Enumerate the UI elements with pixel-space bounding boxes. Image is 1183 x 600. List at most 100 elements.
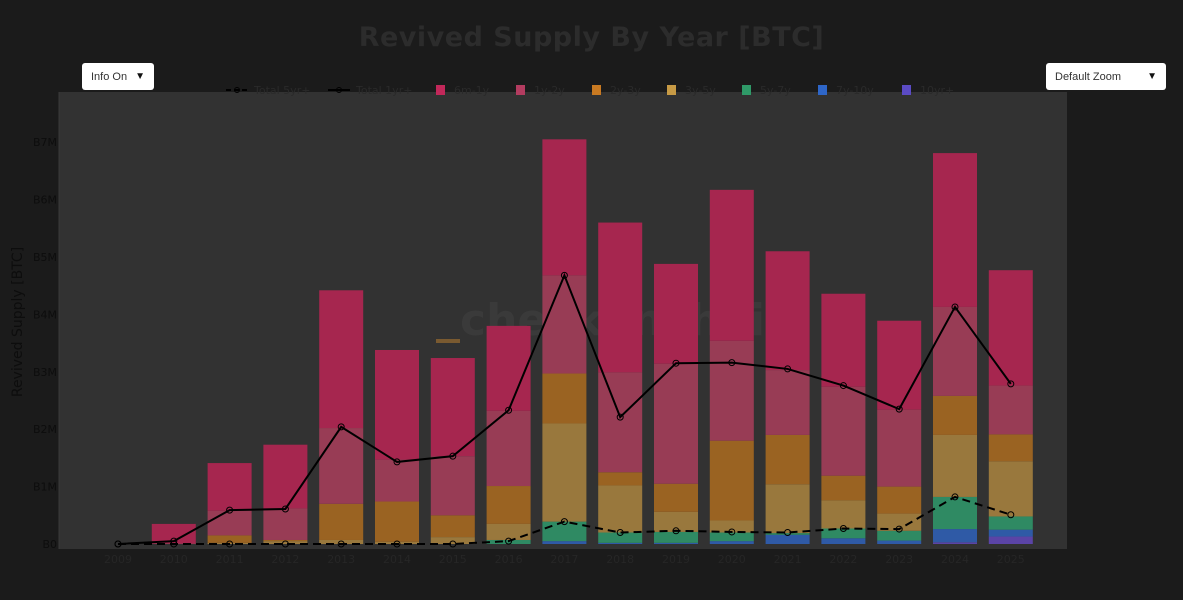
line-marker[interactable]	[951, 303, 959, 311]
bar-segment-2y-3y[interactable]	[207, 535, 252, 543]
bar-segment-6m-1y[interactable]	[988, 270, 1033, 386]
line-marker[interactable]	[728, 528, 736, 536]
bar-segment-5y-7y[interactable]	[821, 528, 866, 539]
bar-segment-2y-3y[interactable]	[988, 434, 1033, 462]
bar-segment-7y-10y[interactable]	[877, 540, 922, 544]
bar-segment-3y-5y[interactable]	[765, 484, 810, 534]
bar-segment-7y-10y[interactable]	[765, 534, 810, 544]
bar-segment-5y-7y[interactable]	[988, 516, 1033, 530]
bar-segment-3y-5y[interactable]	[877, 513, 922, 531]
line-marker[interactable]	[337, 540, 345, 548]
bar-segment-3y-5y[interactable]	[709, 520, 754, 533]
bar-segment-3y-5y[interactable]	[375, 541, 419, 544]
legend-item-10yr-[interactable]: 10yr+	[902, 84, 954, 97]
bar-segment-1y-2y[interactable]	[654, 363, 698, 484]
bar-segment-10yr+[interactable]	[933, 542, 977, 544]
bar-segment-1y-2y[interactable]	[207, 510, 252, 536]
bar-segment-6m-1y[interactable]	[654, 263, 698, 364]
bar-segment-5y-7y[interactable]	[709, 532, 754, 542]
bar-segment-7y-10y[interactable]	[709, 541, 754, 544]
bar-segment-5y-7y[interactable]	[933, 496, 977, 530]
bar-segment-1y-2y[interactable]	[319, 428, 364, 504]
bar-segment-1y-2y[interactable]	[598, 372, 643, 473]
bar-segment-6m-1y[interactable]	[542, 139, 587, 276]
bar-segment-2y-3y[interactable]	[933, 395, 977, 435]
bar-segment-7y-10y[interactable]	[933, 529, 977, 543]
bar-segment-3y-5y[interactable]	[988, 461, 1033, 517]
bar-segment-2y-3y[interactable]	[486, 486, 531, 524]
line-total-5yr-[interactable]	[118, 495, 1012, 545]
bar-segment-2y-3y[interactable]	[542, 373, 587, 424]
bar-segment-6m-1y[interactable]	[263, 444, 308, 509]
legend-item-3y-5y[interactable]: 3y-5y	[667, 84, 716, 97]
bar-segment-2y-3y[interactable]	[709, 440, 754, 521]
line-marker[interactable]	[226, 506, 234, 514]
bar-segment-3y-5y[interactable]	[933, 434, 977, 497]
line-marker[interactable]	[337, 423, 345, 431]
bar-segment-2y-3y[interactable]	[877, 486, 922, 514]
line-marker[interactable]	[1007, 380, 1015, 388]
bar-segment-6m-1y[interactable]	[821, 293, 866, 387]
bar-segment-7y-10y[interactable]	[598, 542, 643, 544]
bar-segment-6m-1y[interactable]	[933, 153, 977, 307]
line-marker[interactable]	[393, 540, 401, 548]
bar-segment-1y-2y[interactable]	[263, 508, 308, 540]
bar-segment-1y-2y[interactable]	[765, 370, 810, 435]
line-marker[interactable]	[170, 540, 178, 548]
bar-segment-5y-7y[interactable]	[765, 533, 810, 535]
line-marker[interactable]	[728, 359, 736, 367]
bar-segment-6m-1y[interactable]	[207, 463, 252, 511]
bar-segment-7y-10y[interactable]	[654, 542, 698, 544]
bar-segment-2y-3y[interactable]	[654, 483, 698, 512]
line-marker[interactable]	[560, 518, 568, 526]
bar-segment-2y-3y[interactable]	[765, 434, 810, 485]
line-marker[interactable]	[616, 413, 624, 421]
bar-segment-3y-5y[interactable]	[542, 423, 587, 522]
bar-segment-1y-2y[interactable]	[877, 409, 922, 487]
legend-item-2y-3y[interactable]: 2y-3y	[592, 84, 641, 97]
bar-segment-1y-2y[interactable]	[709, 340, 754, 441]
legend-item-6m-1y[interactable]: 6m-1y	[436, 84, 490, 97]
bar-segment-3y-5y[interactable]	[486, 523, 531, 540]
line-marker[interactable]	[616, 529, 624, 537]
bar-segment-5y-7y[interactable]	[598, 532, 643, 543]
line-marker[interactable]	[114, 540, 122, 548]
bar-segment-3y-5y[interactable]	[654, 511, 698, 532]
line-marker[interactable]	[560, 271, 568, 279]
bar-segment-3y-5y[interactable]	[263, 541, 308, 544]
bar-segment-1y-2y[interactable]	[375, 459, 419, 502]
legend-item-1y-2y[interactable]: 1y-2y	[516, 84, 565, 97]
legend-item-total-5yr-[interactable]: Total 5yr+	[226, 84, 310, 97]
bar-segment-3y-5y[interactable]	[598, 485, 643, 533]
line-marker[interactable]	[784, 365, 792, 373]
line-marker[interactable]	[784, 529, 792, 537]
bar-segment-10yr+[interactable]	[988, 536, 1033, 544]
bar-segment-2y-3y[interactable]	[598, 472, 643, 486]
line-marker[interactable]	[449, 540, 457, 548]
bar-segment-5y-7y[interactable]	[654, 531, 698, 543]
bar-segment-2y-3y[interactable]	[821, 475, 866, 501]
line-marker[interactable]	[281, 505, 289, 513]
info-toggle-dropdown[interactable]: Info On ▼	[82, 63, 154, 90]
line-marker[interactable]	[281, 540, 289, 548]
zoom-level-dropdown[interactable]: Default Zoom ▼	[1046, 63, 1166, 90]
bar-segment-1y-2y[interactable]	[821, 386, 866, 476]
bar-segment-6m-1y[interactable]	[151, 523, 196, 544]
bar-segment-7y-10y[interactable]	[821, 538, 866, 544]
bar-segment-1y-2y[interactable]	[542, 275, 587, 374]
line-marker[interactable]	[895, 525, 903, 533]
legend-item-7y-10y[interactable]: 7y-10y	[818, 84, 874, 97]
bar-segment-2y-3y[interactable]	[319, 503, 364, 540]
bar-segment-2y-3y[interactable]	[430, 515, 475, 538]
bar-segment-7y-10y[interactable]	[542, 541, 587, 544]
legend-item-total-1yr-[interactable]: Total 1yr+	[328, 84, 412, 97]
bar-segment-6m-1y[interactable]	[877, 320, 922, 410]
line-marker[interactable]	[505, 406, 513, 414]
bar-segment-1y-2y[interactable]	[933, 306, 977, 396]
bar-segment-1y-2y[interactable]	[988, 385, 1033, 435]
bar-segment-6m-1y[interactable]	[319, 290, 364, 429]
bar-segment-3y-5y[interactable]	[821, 500, 866, 529]
line-marker[interactable]	[449, 452, 457, 460]
bar-segment-3y-5y[interactable]	[319, 539, 364, 544]
